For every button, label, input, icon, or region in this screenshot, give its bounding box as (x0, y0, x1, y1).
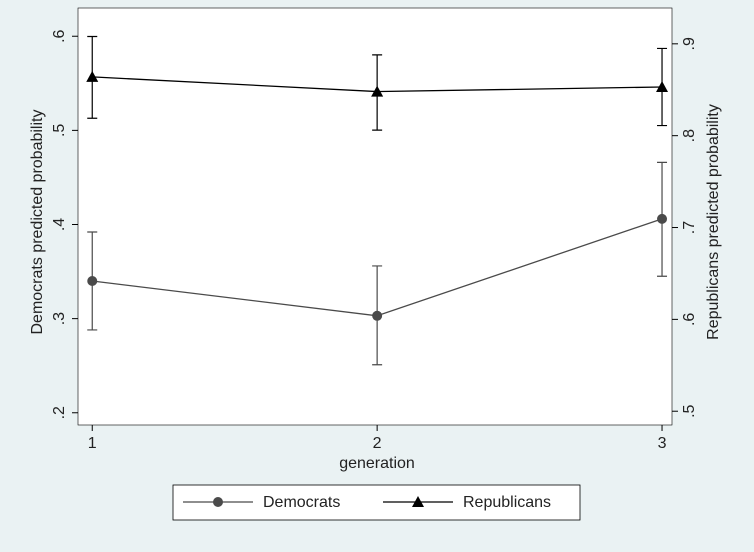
legend-marker (412, 496, 424, 507)
y2-tick-label: .7 (681, 221, 698, 234)
y2-tick-label: .9 (681, 37, 698, 50)
marker-triangle (656, 80, 669, 92)
marker-triangle (371, 85, 384, 97)
marker-circle (657, 213, 668, 224)
y-tick-label: .4 (51, 218, 68, 231)
x-tick-label: 1 (88, 435, 97, 452)
x-axis-title: generation (339, 455, 415, 472)
y2-tick-label: .6 (681, 313, 698, 326)
x-tick-label: 3 (658, 435, 667, 452)
y-tick-label: .6 (51, 29, 68, 42)
legend-marker (213, 497, 223, 507)
marker-circle (372, 310, 383, 321)
y2-tick-label: .5 (681, 404, 698, 417)
y2-tick-label: .8 (681, 129, 698, 142)
y-tick-label: .2 (51, 406, 68, 419)
marker-circle (87, 275, 98, 286)
y-tick-label: .3 (51, 312, 68, 325)
plot-area (77, 7, 673, 426)
y-tick-label: .5 (51, 124, 68, 137)
legend-label: Democrats (263, 494, 340, 511)
marker-triangle (86, 70, 99, 82)
y2-axis-title: Republicans predicted probability (705, 104, 722, 340)
legend-label: Republicans (463, 494, 551, 511)
x-tick-label: 2 (373, 435, 382, 452)
y-axis-title: Democrats predicted probability (29, 110, 46, 335)
